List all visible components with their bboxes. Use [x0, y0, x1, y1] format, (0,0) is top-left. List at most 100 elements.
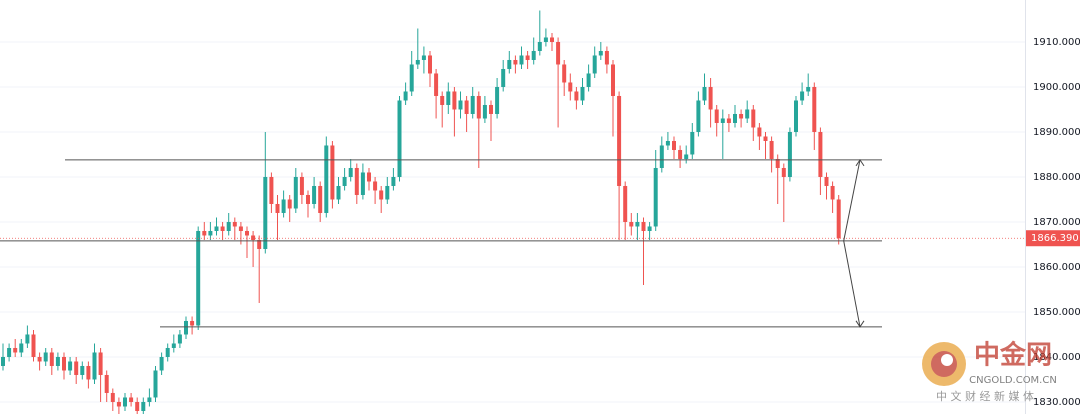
candle-body — [74, 361, 79, 375]
candle-body — [196, 230, 201, 326]
candle-body — [141, 401, 146, 411]
candle-body — [714, 109, 719, 123]
candle-body — [263, 176, 268, 249]
candle-body — [190, 320, 195, 326]
candle-body — [104, 374, 109, 393]
candle-body — [251, 235, 256, 240]
candle-body — [678, 149, 683, 159]
candle-body — [68, 361, 73, 371]
candle-body — [208, 230, 213, 236]
candle-body — [98, 352, 103, 375]
y-tick-label: 1870.000 — [1033, 217, 1080, 228]
y-tick-label: 1850.000 — [1033, 307, 1080, 318]
candle-body — [702, 86, 707, 101]
candle-body — [275, 203, 280, 213]
candle-body — [354, 167, 359, 195]
candle-body — [342, 176, 347, 186]
candle-body — [556, 41, 561, 65]
candle-body — [739, 113, 744, 119]
candle-body — [165, 347, 170, 357]
candle-body — [501, 68, 506, 87]
candle-body — [653, 167, 658, 227]
candle-body — [641, 221, 646, 231]
y-tick-label: 1860.000 — [1033, 262, 1080, 273]
arrow-head — [855, 158, 865, 167]
candle-body — [568, 82, 573, 92]
candle-body — [464, 100, 469, 114]
candle-body — [659, 145, 664, 168]
candle-body — [635, 221, 640, 227]
plot-area — [0, 10, 1025, 414]
candle-body — [794, 100, 798, 132]
candle-body — [415, 59, 420, 65]
candle-body — [1, 356, 5, 366]
candle-body — [403, 91, 408, 101]
candle-body — [592, 55, 597, 74]
candle-body — [153, 370, 158, 398]
candle-body — [428, 55, 432, 74]
candle-body — [684, 154, 689, 159]
candle-body — [379, 190, 384, 200]
candle-body — [360, 172, 365, 195]
slogan: 中 文 财 经 新 媒 体 — [936, 389, 1034, 403]
price-axis: 1830.000 1840.000 1850.000 1860.000 1870.000… — [1026, 0, 1080, 408]
candle-body — [434, 73, 439, 96]
candle-body — [367, 172, 371, 182]
candle-body — [708, 86, 713, 110]
candle-body — [257, 239, 262, 249]
candle-body — [470, 95, 475, 114]
logo-dot — [941, 354, 953, 366]
y-tick-label: 1880.000 — [1033, 172, 1080, 183]
candle-body — [525, 55, 530, 60]
candle-body — [751, 109, 756, 128]
candle-body — [238, 226, 243, 231]
candle-body — [800, 91, 805, 101]
candle-body — [781, 167, 786, 177]
candle-body — [171, 343, 176, 348]
candle-body — [318, 185, 323, 213]
candle-body — [123, 397, 127, 407]
candle-body — [184, 320, 188, 335]
candle-body — [330, 145, 335, 200]
candle-body — [617, 95, 622, 186]
candle-body — [452, 91, 457, 110]
candle-body — [19, 343, 24, 353]
candle-body — [720, 118, 725, 123]
candle-body — [574, 91, 579, 101]
candle-body — [733, 113, 737, 123]
projection-arrow — [843, 240, 861, 327]
candle-body — [482, 104, 487, 119]
candle-body — [562, 64, 567, 83]
candle-body — [348, 167, 353, 177]
candle-body — [43, 352, 48, 362]
candle-body — [245, 230, 249, 236]
candle-body — [147, 397, 152, 402]
candle-body — [550, 37, 554, 42]
candle-body — [519, 55, 524, 65]
candle-body — [507, 59, 512, 69]
candle-body — [812, 86, 817, 132]
candle-body — [269, 176, 274, 204]
candle-body — [446, 91, 451, 105]
projection-arrow — [843, 159, 861, 241]
last-price-label: 1866.390 — [1031, 233, 1079, 244]
candle-body — [836, 199, 841, 239]
candle-body — [25, 334, 30, 344]
candle-body — [92, 352, 97, 380]
candle-body — [159, 356, 164, 371]
candle-body — [385, 185, 390, 200]
domain: CNGOLD.COM.CN — [969, 375, 1057, 386]
candle-body — [214, 226, 219, 231]
candle-body — [598, 50, 603, 56]
candle-body — [818, 131, 823, 177]
candle-body — [312, 185, 317, 204]
candle-body — [690, 131, 695, 155]
candle-body — [537, 41, 542, 51]
candle-body — [586, 73, 591, 87]
candle-body — [787, 131, 792, 177]
candle-body — [531, 50, 536, 60]
candle-body — [220, 226, 225, 231]
candle-body — [745, 109, 750, 119]
